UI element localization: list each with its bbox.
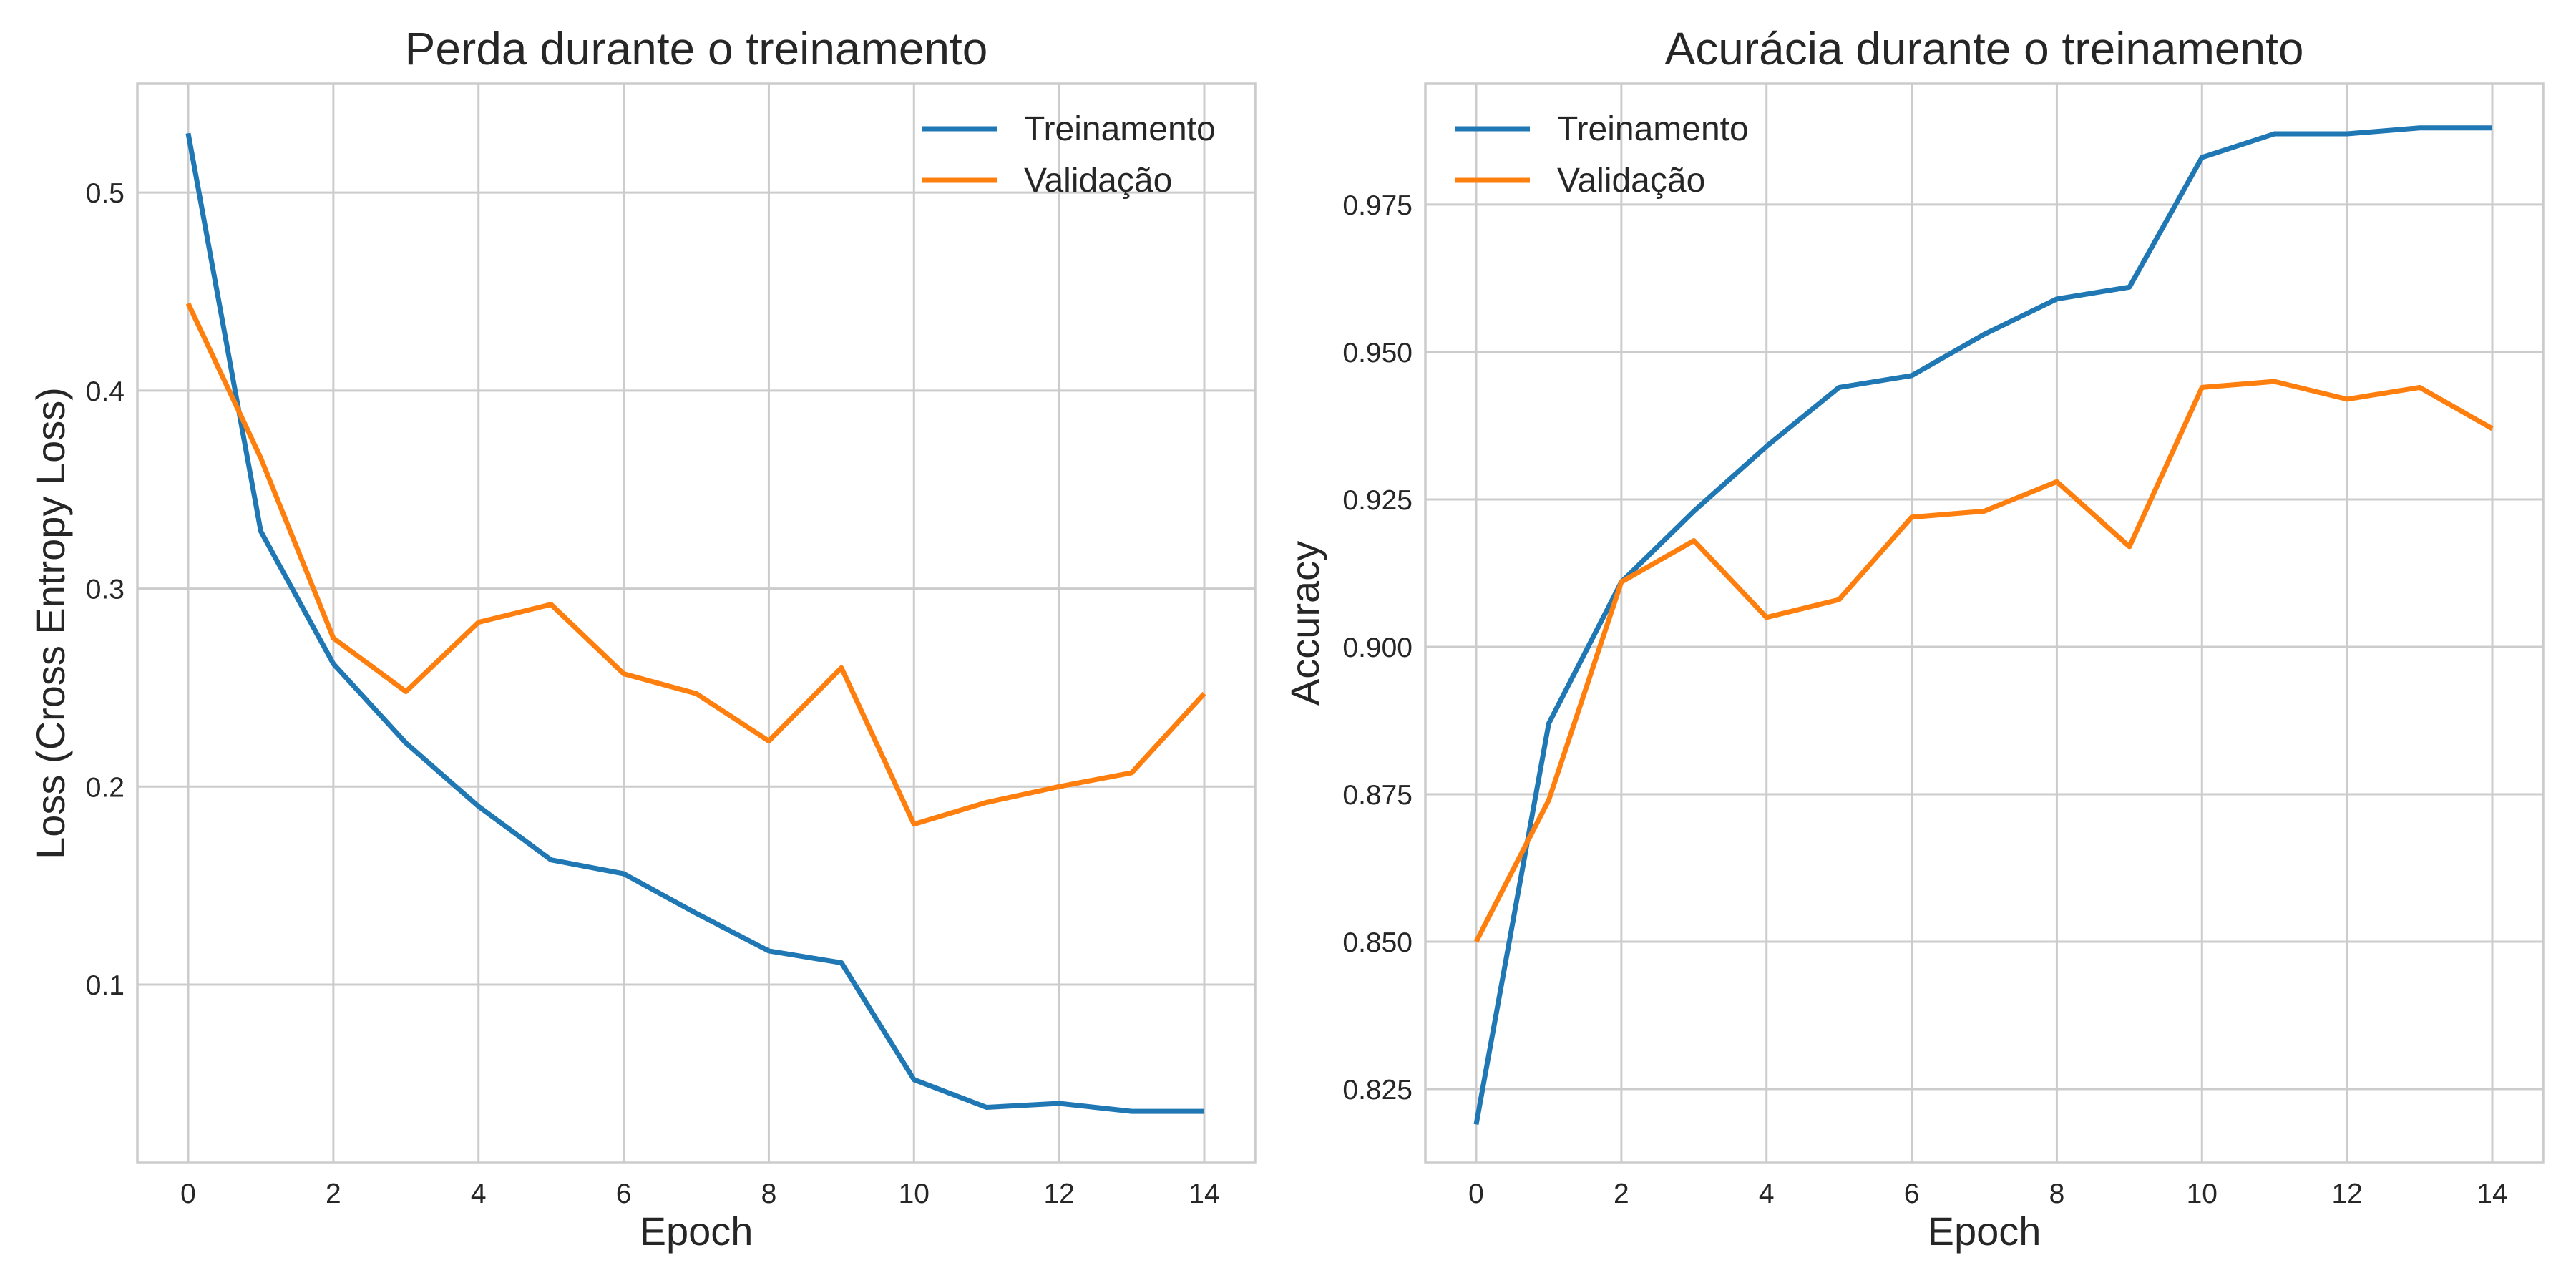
accuracy-val-line	[1473, 379, 2494, 943]
accuracy-legend: Treinamento Validação	[1455, 110, 1749, 200]
accuracy-legend-train-label: Treinamento	[1557, 110, 1749, 148]
loss-y-tick-label: 0.4	[86, 376, 125, 407]
loss-x-tick-label: 4	[471, 1179, 487, 1209]
accuracy-train-line	[1473, 125, 2492, 1126]
accuracy-y-axis-label: Accuracy	[1282, 541, 1327, 706]
loss-x-tick-label: 6	[616, 1179, 632, 1209]
accuracy-tick-labels: 0 2 4 6 8 10 12 14 0.825 0.850 0.875 0.900 0.925 0.95…	[1342, 190, 2507, 1209]
accuracy-x-tick-label: 12	[2331, 1179, 2362, 1209]
loss-val-line	[185, 302, 1206, 827]
accuracy-y-tick-label: 0.975	[1342, 190, 1413, 221]
accuracy-y-tick-label: 0.950	[1342, 338, 1413, 369]
accuracy-plot-frame	[1424, 82, 2545, 1164]
loss-x-axis-label: Epoch	[640, 1209, 753, 1254]
loss-chart-title: Perda durante o treinamento	[405, 23, 988, 74]
loss-legend: Treinamento Validação	[922, 110, 1216, 200]
accuracy-chart: 0 2 4 6 8 10 12 14 0.825 0.850 0.875 0.900 0.925 0.95…	[1282, 23, 2545, 1254]
accuracy-y-tick-label: 0.900	[1342, 633, 1413, 663]
loss-x-tick-label: 2	[326, 1179, 341, 1209]
accuracy-x-tick-label: 2	[1614, 1179, 1629, 1209]
loss-x-tick-label: 8	[761, 1179, 777, 1209]
accuracy-x-tick-label: 10	[2187, 1179, 2218, 1209]
loss-series	[185, 132, 1206, 1114]
loss-y-tick-label: 0.1	[86, 970, 125, 1001]
loss-y-tick-label: 0.2	[86, 772, 125, 803]
accuracy-y-tick-label: 0.850	[1342, 927, 1413, 958]
loss-x-tick-label: 12	[1043, 1179, 1074, 1209]
accuracy-x-tick-label: 6	[1904, 1179, 1920, 1209]
loss-y-tick-label: 0.3	[86, 575, 125, 605]
accuracy-y-tick-label: 0.825	[1342, 1075, 1413, 1106]
loss-y-tick-label: 0.5	[86, 178, 125, 209]
accuracy-series	[1473, 125, 2494, 1126]
loss-x-tick-label: 0	[180, 1179, 196, 1209]
accuracy-x-tick-label: 4	[1759, 1179, 1775, 1209]
accuracy-grid	[1425, 84, 2543, 1163]
loss-y-axis-label: Loss (Cross Entropy Loss)	[28, 387, 73, 859]
loss-chart: 0 2 4 6 8 10 12 14 0.1 0.2 0.3 0.4 0.5 Perda durante…	[28, 23, 1257, 1254]
loss-legend-train-label: Treinamento	[1024, 110, 1216, 148]
loss-train-line	[185, 132, 1204, 1114]
accuracy-x-tick-label: 14	[2477, 1179, 2507, 1209]
accuracy-legend-val-label: Validação	[1557, 162, 1705, 200]
loss-legend-val-label: Validação	[1024, 162, 1172, 200]
accuracy-y-tick-label: 0.925	[1342, 485, 1413, 516]
loss-x-tick-label: 14	[1189, 1179, 1219, 1209]
loss-x-tick-label: 10	[899, 1179, 930, 1209]
accuracy-x-tick-label: 0	[1468, 1179, 1484, 1209]
loss-tick-labels: 0 2 4 6 8 10 12 14 0.1 0.2 0.3 0.4 0.5	[86, 178, 1220, 1209]
accuracy-x-axis-label: Epoch	[1928, 1209, 2041, 1254]
loss-plot-frame	[136, 82, 1257, 1164]
accuracy-y-tick-label: 0.875	[1342, 780, 1413, 811]
accuracy-chart-title: Acurácia durante o treinamento	[1665, 23, 2304, 74]
accuracy-x-tick-label: 8	[2049, 1179, 2065, 1209]
